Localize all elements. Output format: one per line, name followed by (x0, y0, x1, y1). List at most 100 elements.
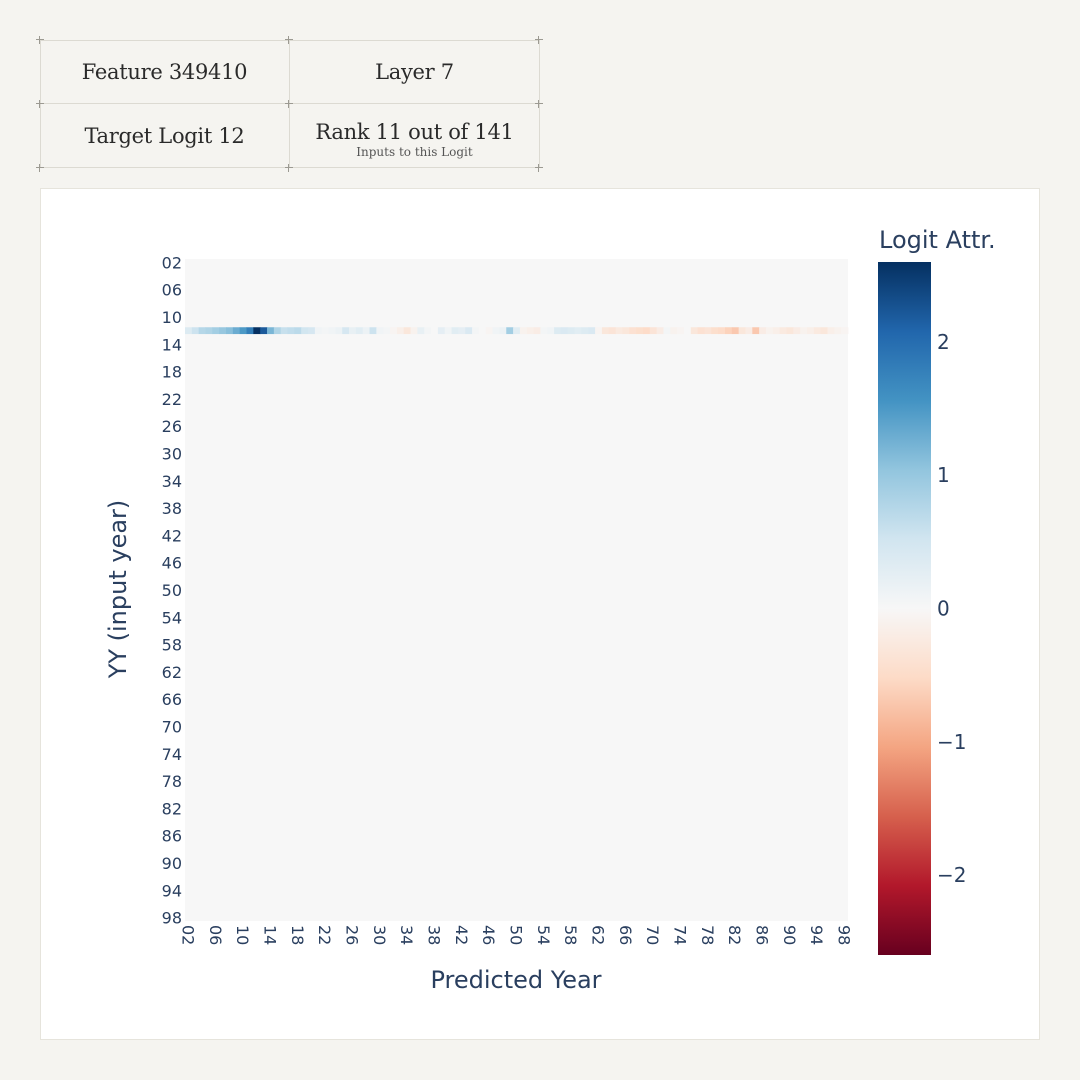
heatmap-cell (226, 327, 234, 335)
colorbar-tick-label: −2 (937, 863, 966, 887)
heatmap-cell (314, 327, 323, 335)
heatmap-cell (355, 327, 364, 335)
heatmap-chart: 0206101418222630343842465054586266707478… (104, 226, 996, 994)
heatmap-cell (301, 327, 309, 335)
x-tick-label: 42 (452, 925, 471, 945)
x-tick-label: 26 (343, 925, 362, 945)
x-tick-label: 58 (561, 925, 580, 945)
heatmap-cell (567, 327, 575, 335)
heatmap-cell (212, 327, 220, 335)
y-tick-label: 10 (162, 308, 182, 327)
heatmap-cell (273, 327, 282, 335)
heatmap-cell (376, 327, 384, 335)
heatmap-cell (608, 327, 617, 335)
heatmap-cell (349, 327, 357, 335)
heatmap-cell (793, 327, 801, 335)
heatmap-cell (294, 327, 302, 335)
heatmap-cell (581, 327, 589, 335)
y-tick-label: 82 (162, 799, 182, 818)
y-tick-label: 58 (162, 636, 182, 655)
heatmap-cell (383, 327, 391, 335)
y-axis-ticks: 02 06 10 14 18 22 26 30 34 38 42 46 50 54 58 62 66 70 74 78… (162, 253, 182, 927)
y-tick-label: 14 (162, 335, 182, 354)
heatmap-cell (472, 327, 480, 335)
heatmap-cell (424, 327, 432, 335)
heatmap-cell (615, 327, 623, 335)
heatmap-cell (369, 327, 377, 335)
x-tick-label: 10 (233, 925, 252, 945)
corner-mark (535, 100, 543, 108)
heatmap-cell (431, 327, 439, 335)
colorbar-ticks: 2 1 0 −1 −2 (937, 330, 966, 887)
heatmap-cell (690, 327, 699, 335)
heatmap-cell (451, 327, 459, 335)
x-tick-label: 38 (425, 925, 444, 945)
x-tick-label: 54 (534, 925, 553, 945)
y-tick-label: 02 (162, 253, 182, 272)
heatmap-cell (718, 327, 726, 335)
y-tick-label: 06 (162, 281, 182, 300)
heatmap-cell (642, 327, 651, 335)
heatmap-cell (342, 327, 350, 335)
heatmap-cell (827, 327, 835, 335)
heatmap-cell (649, 327, 658, 335)
heatmap-cell (601, 327, 610, 335)
y-tick-label: 42 (162, 526, 182, 545)
heatmap-cell (704, 327, 712, 335)
y-tick-label: 62 (162, 663, 182, 682)
corner-mark (36, 36, 44, 44)
y-axis-title: YY (input year) (104, 500, 132, 680)
rank-sublabel: Inputs to this Logit (356, 145, 473, 159)
x-tick-label: 70 (643, 925, 662, 945)
heatmap-cell (834, 327, 842, 335)
y-tick-label: 86 (162, 827, 182, 846)
heatmap-cell (253, 327, 261, 335)
heatmap-cell (526, 327, 534, 335)
y-tick-label: 38 (162, 499, 182, 518)
x-tick-label: 62 (589, 925, 608, 945)
heatmap-cell (547, 327, 555, 335)
colorbar (878, 262, 931, 955)
heatmap-cell (683, 327, 692, 335)
heatmap-cell (198, 327, 206, 335)
x-tick-label: 34 (397, 925, 416, 945)
heatmap-cell (362, 327, 370, 335)
x-tick-label: 94 (807, 925, 826, 945)
x-tick-label: 14 (260, 925, 279, 945)
heatmap-cell (663, 327, 671, 335)
heatmap-cell (280, 327, 288, 335)
target-logit-label: Target Logit 12 (84, 123, 245, 148)
heatmap-cell (492, 327, 500, 335)
heatmap-cell (410, 327, 418, 335)
heatmap-cell (205, 327, 213, 335)
y-tick-label: 22 (162, 390, 182, 409)
heatmap-cell (745, 327, 753, 335)
heatmap-cell (232, 327, 241, 335)
heatmap-cell (478, 327, 487, 335)
x-tick-label: 02 (178, 925, 197, 945)
heatmap-cell (396, 327, 405, 335)
heatmap-cell (738, 327, 746, 335)
x-tick-label: 06 (206, 925, 225, 945)
heatmap-cell (595, 327, 603, 335)
heatmap-cell (485, 327, 493, 335)
colorbar-tick-label: 1 (937, 463, 950, 487)
heatmap-cell (800, 327, 808, 335)
x-tick-label: 74 (671, 925, 690, 945)
heatmap-cell (622, 327, 630, 335)
heatmap-cell (806, 327, 815, 335)
heatmap-cell (772, 327, 781, 335)
heatmap-cell (417, 327, 425, 335)
heatmap-cell (629, 327, 637, 335)
heatmap-cell (246, 327, 254, 335)
heatmap-cell (540, 327, 548, 335)
colorbar-tick-label: −1 (937, 730, 966, 754)
x-tick-label: 46 (479, 925, 498, 945)
x-tick-label: 50 (507, 925, 526, 945)
heatmap-cell (533, 327, 541, 335)
heatmap-cell (786, 327, 794, 335)
heatmap-cell (191, 327, 200, 335)
corner-mark (535, 164, 543, 172)
heatmap-cell (403, 327, 411, 335)
y-tick-label: 18 (162, 363, 182, 382)
